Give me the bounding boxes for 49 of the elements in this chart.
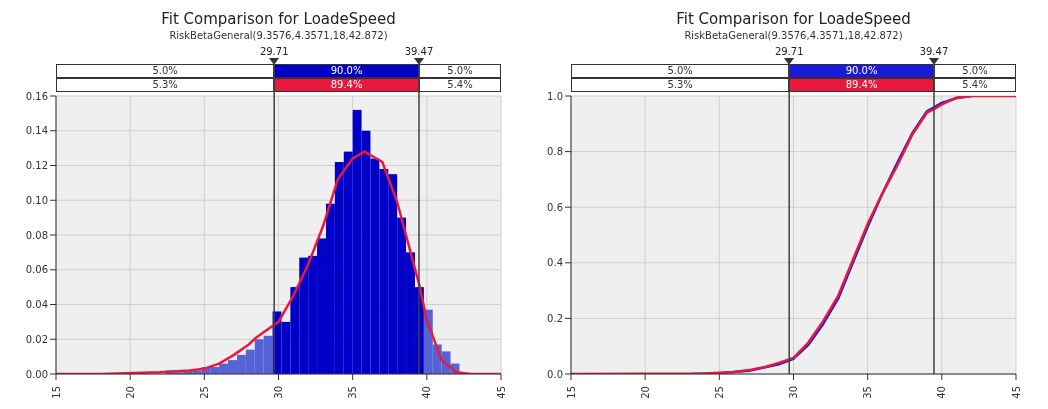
- text: 90.0%: [274, 64, 419, 78]
- x-tick-label: 15: [565, 386, 577, 399]
- text: 5.4%: [418, 78, 501, 92]
- x-tick-label: 20: [124, 386, 136, 399]
- y-tick-label: 0.10: [25, 194, 48, 206]
- x-tick-label: 20: [639, 386, 651, 399]
- y-tick-label: 0.00: [25, 368, 48, 380]
- y-tick-label: 0.16: [25, 90, 48, 102]
- chart-subtitle: RiskBetaGeneral(9.3576,4.3571,18,42.872): [683, 30, 904, 41]
- x-tick-label: 25: [198, 386, 210, 399]
- x-tick-label: 40: [936, 386, 948, 399]
- text: 5.3%: [56, 78, 275, 92]
- text: 5.0%: [418, 64, 501, 78]
- ref-line-label: 39.47: [404, 46, 434, 57]
- y-tick-label: 0.06: [25, 264, 48, 276]
- ref-line-label: 29.71: [774, 46, 804, 57]
- text: 5.3%: [571, 78, 790, 92]
- x-tick-label: 45: [1010, 386, 1022, 399]
- y-tick-label: 0.6: [547, 201, 563, 213]
- x-tick-label: 35: [862, 386, 874, 399]
- x-tick-label: 30: [788, 386, 799, 399]
- x-tick-label: 25: [713, 386, 725, 399]
- x-tick-label: 45: [495, 386, 507, 399]
- chart-title: Fit Comparison for LoadeSpeed: [160, 10, 397, 28]
- text: 5.0%: [56, 64, 275, 78]
- y-tick-label: 0.4: [547, 257, 563, 269]
- y-tick-label: 0.14: [25, 125, 48, 137]
- y-tick-label: 0.12: [25, 160, 48, 172]
- text: 5.0%: [933, 64, 1016, 78]
- text: 89.4%: [274, 78, 419, 92]
- x-tick-label: 35: [347, 386, 359, 399]
- x-tick-label: 15: [50, 386, 62, 399]
- text: 90.0%: [789, 64, 934, 78]
- y-tick-label: 0.2: [547, 312, 563, 324]
- text: 89.4%: [789, 78, 934, 92]
- ref-line-label: 29.71: [259, 46, 289, 57]
- chart-subtitle: RiskBetaGeneral(9.3576,4.3571,18,42.872): [168, 30, 389, 41]
- text: 5.0%: [571, 64, 790, 78]
- y-tick-label: 0.08: [25, 229, 48, 241]
- x-tick-label: 30: [273, 386, 284, 399]
- y-tick-label: 0.04: [25, 299, 48, 311]
- x-tick-label: 40: [421, 386, 433, 399]
- y-tick-label: 0.8: [547, 146, 563, 158]
- text: 5.4%: [933, 78, 1016, 92]
- y-tick-label: 0.0: [547, 368, 563, 380]
- y-tick-label: 0.02: [25, 333, 48, 345]
- y-tick-label: 1.0: [547, 90, 563, 102]
- chart-title: Fit Comparison for LoadeSpeed: [675, 10, 912, 28]
- ref-line-label: 39.47: [919, 46, 949, 57]
